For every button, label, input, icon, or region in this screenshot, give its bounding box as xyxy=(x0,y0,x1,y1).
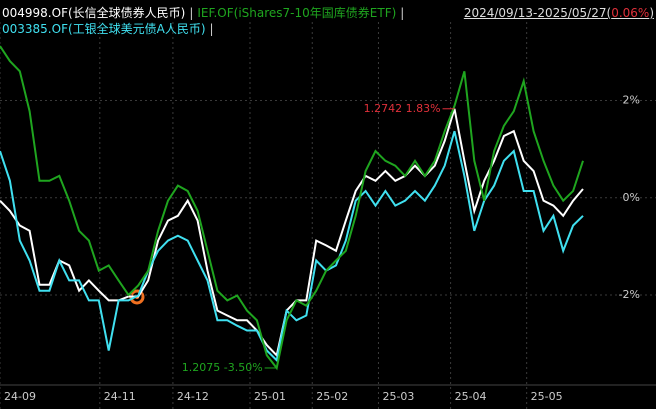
series-line xyxy=(0,108,584,358)
legend-separator: | xyxy=(400,6,405,20)
series-line xyxy=(0,130,584,363)
y-tick-label: -2% xyxy=(619,288,640,301)
range-change: 0.06% xyxy=(611,6,650,20)
bracket: ) xyxy=(649,6,654,20)
legend-entry: 003385.OF(工银全球美元债A人民币) xyxy=(2,22,206,36)
legend-line-1: 004998.OF(长信全球债券人民币) | IEF.OF(iShares7-10年… xyxy=(2,6,408,20)
annotation: 1.2075 -3.50% xyxy=(182,361,263,374)
x-tick-label: 24-09 xyxy=(4,390,36,403)
x-tick-label: 25-01 xyxy=(254,390,286,403)
annotation: 1.2742 1.83% xyxy=(364,102,441,115)
series-line xyxy=(0,45,584,371)
bracket: ( xyxy=(606,6,612,20)
x-tick-label: 25-04 xyxy=(455,390,487,403)
date-range-box: 2024/09/13-2025/05/27(0.06%) xyxy=(464,6,654,20)
x-tick-label: 24-12 xyxy=(177,390,209,403)
legend-entry: IEF.OF(iShares7-10年国库债券ETF) xyxy=(197,6,397,20)
x-tick-label: 25-03 xyxy=(382,390,414,403)
legend-entry: 004998.OF(长信全球债券人民币) xyxy=(2,6,186,20)
legend-separator: | xyxy=(189,6,194,20)
x-tick-label: 25-02 xyxy=(316,390,348,403)
x-tick-label: 24-11 xyxy=(104,390,136,403)
legend-line-2: 003385.OF(工银全球美元债A人民币) | xyxy=(2,22,218,36)
y-tick-label: 2% xyxy=(623,94,640,107)
date-range: 2024/09/13-2025/05/27 xyxy=(463,6,607,20)
y-tick-label: 0% xyxy=(623,191,640,204)
legend-separator: | xyxy=(209,22,214,36)
x-tick-label: 25-05 xyxy=(531,390,563,403)
